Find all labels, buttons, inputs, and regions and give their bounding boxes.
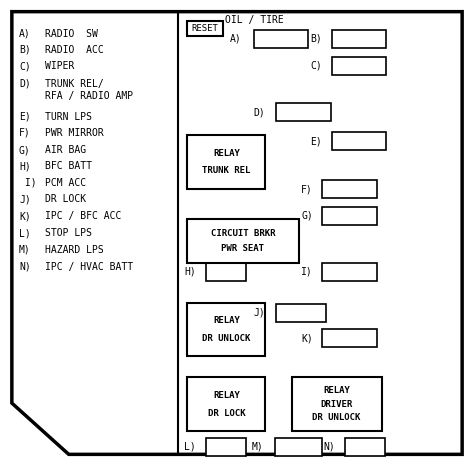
Text: N): N) [19,261,31,272]
Text: B): B) [19,45,31,55]
Text: N): N) [323,442,335,452]
Text: TRUNK REL/: TRUNK REL/ [45,79,104,89]
Text: C): C) [19,61,31,71]
Bar [206,263,246,281]
Text: G): G) [301,211,313,221]
Bar [332,57,386,75]
Text: IPC / HVAC BATT: IPC / HVAC BATT [45,261,133,272]
Bar [187,135,265,189]
Text: DR LOCK: DR LOCK [208,409,245,418]
Text: J): J) [19,194,31,205]
Text: K): K) [301,333,313,343]
Text: E): E) [310,136,322,146]
Text: F): F) [301,184,313,194]
Text: RELAY: RELAY [213,149,240,158]
Bar [322,180,377,198]
Bar [322,329,377,347]
Text: I): I) [19,178,36,188]
Text: F): F) [19,128,31,138]
Text: RESET: RESET [191,24,219,33]
Bar [332,132,386,150]
Bar [292,377,382,431]
Text: IPC / BFC ACC: IPC / BFC ACC [45,211,121,221]
Text: TURN LPS: TURN LPS [45,111,92,122]
Text: A): A) [230,34,242,44]
Text: H): H) [19,161,31,171]
Text: D): D) [254,107,265,117]
Text: PWR MIRROR: PWR MIRROR [45,128,104,138]
Text: E): E) [19,111,31,122]
Text: M): M) [19,245,31,255]
Text: DR UNLOCK: DR UNLOCK [202,334,251,343]
Text: K): K) [19,211,31,221]
Text: DR UNLOCK: DR UNLOCK [312,413,361,422]
Text: PWR SEAT: PWR SEAT [221,244,264,253]
Text: A): A) [19,28,31,39]
Text: C): C) [310,61,322,71]
Bar [187,219,299,263]
Text: HAZARD LPS: HAZARD LPS [45,245,104,255]
Text: BFC BATT: BFC BATT [45,161,92,171]
Text: CIRCUIT BRKR: CIRCUIT BRKR [210,229,275,238]
Text: AIR BAG: AIR BAG [45,145,86,155]
Text: M): M) [251,442,263,452]
Text: RELAY: RELAY [213,391,240,400]
Bar [187,21,223,36]
Bar [345,438,385,456]
Text: TRUNK REL: TRUNK REL [202,166,251,175]
Text: RELAY: RELAY [213,316,240,325]
Text: DR LOCK: DR LOCK [45,194,86,205]
Text: RELAY: RELAY [323,386,350,395]
Bar [276,304,326,322]
Bar [275,438,322,456]
Text: DRIVER: DRIVER [320,400,353,409]
Text: L): L) [184,442,196,452]
Text: J): J) [254,308,265,318]
Text: B): B) [310,34,322,44]
Bar [187,377,265,431]
Text: H): H) [184,267,196,277]
Text: PCM ACC: PCM ACC [45,178,86,188]
Text: RADIO  SW: RADIO SW [45,28,98,39]
Bar [276,103,331,121]
Text: WIPER: WIPER [45,61,74,71]
Text: I): I) [301,267,313,277]
Text: RFA / RADIO AMP: RFA / RADIO AMP [45,91,133,102]
Text: L): L) [19,228,31,238]
Text: STOP LPS: STOP LPS [45,228,92,238]
Bar [187,303,265,356]
Bar [254,30,308,48]
Bar [332,30,386,48]
Polygon shape [12,12,462,454]
Text: OIL / TIRE: OIL / TIRE [225,15,284,25]
Text: RADIO  ACC: RADIO ACC [45,45,104,55]
Bar [322,207,377,225]
Bar [322,263,377,281]
Text: G): G) [19,145,31,155]
Text: D): D) [19,79,31,89]
Bar [206,438,246,456]
